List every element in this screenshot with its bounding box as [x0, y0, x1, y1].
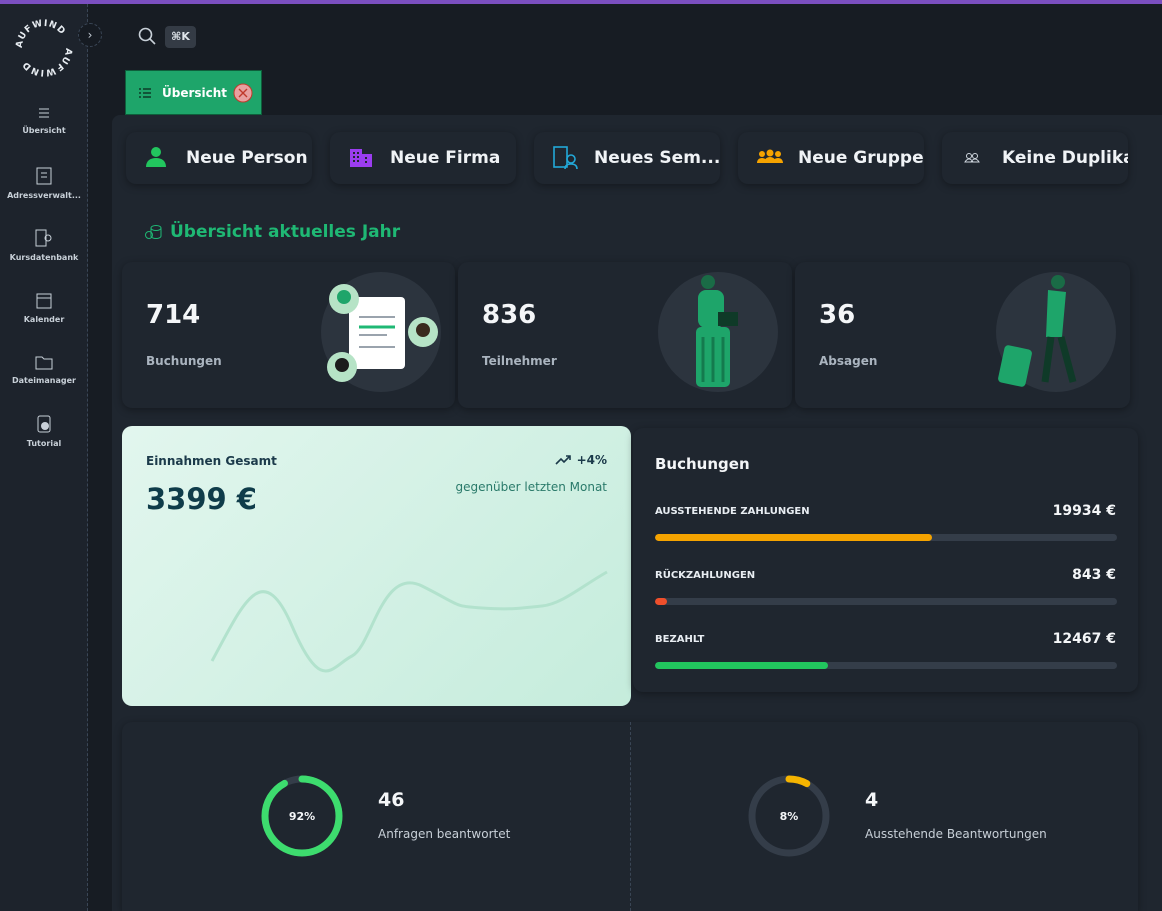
- booking-label: BEZAHLT: [655, 634, 705, 645]
- nav-item[interactable]: Adressverwalt...: [0, 167, 88, 200]
- progress-track: [655, 534, 1117, 541]
- content: Übersicht aktuelles Jahr 714 Buchungen 8…: [112, 115, 1162, 911]
- stat-value: 36: [819, 300, 856, 330]
- nav-item[interactable]: Übersicht: [0, 106, 88, 135]
- stat-card: 836 Teilnehmer: [458, 262, 792, 408]
- trend-value: +4%: [576, 453, 607, 467]
- trend: +4%: [554, 453, 607, 467]
- quick-action-icon: [553, 146, 578, 170]
- quick-action-icon: [757, 149, 783, 163]
- svg-text:AUFWIND: AUFWIND: [21, 47, 74, 77]
- bookings-card: Buchungen AUSSTEHENDE ZAHLUNGEN 19934 € RÜ…: [633, 428, 1138, 692]
- ring-label: 92%: [289, 810, 315, 823]
- tab-close[interactable]: [233, 83, 253, 103]
- booking-label: RÜCKZAHLUNGEN: [655, 570, 756, 581]
- quick-action-icon: [146, 147, 166, 167]
- illustration: [996, 272, 1116, 392]
- sidebar: AUFWIND AUFWIND › Übersicht Adressverwal…: [0, 4, 102, 911]
- bookings-title: Buchungen: [655, 455, 750, 473]
- stat-value: 836: [482, 300, 537, 330]
- nav-label: Kalender: [23, 315, 65, 324]
- illustration: [321, 272, 441, 392]
- quick-action-icon: [964, 153, 980, 163]
- ring-text: Anfragen beantwortet: [378, 827, 511, 841]
- tab[interactable]: Übersicht: [125, 70, 262, 115]
- revenue-card: Einnahmen Gesamt 3399 € +4% gegenüber le…: [122, 426, 631, 706]
- quick-action-label: Neue Firma: [390, 148, 501, 168]
- ring-fill: [748, 775, 830, 857]
- quick-action-icon: [350, 149, 372, 167]
- stat-label: Absagen: [819, 354, 878, 368]
- logo-text: AUFWIND: [15, 19, 67, 49]
- booking-amount: 843 €: [1072, 567, 1116, 583]
- ring-fill: [261, 775, 343, 857]
- nav-item[interactable]: Tutorial: [0, 415, 88, 448]
- shortcut-badge: ⌘K: [165, 26, 196, 48]
- response-card: 92% 46 Anfragen beantwortet 8% 4 Ausstehende …: [122, 722, 1138, 911]
- trend-note: gegenüber letzten Monat: [455, 480, 607, 494]
- quick-action[interactable]: Neue Person: [126, 132, 312, 184]
- nav-label: Übersicht: [22, 126, 66, 135]
- ring-text: Ausstehende Beantwortungen: [865, 827, 1047, 841]
- stat-card: 714 Buchungen: [122, 262, 455, 408]
- stat-card: 36 Absagen: [795, 262, 1130, 408]
- quick-action-label: Neue Person: [186, 148, 308, 168]
- nav-item[interactable]: Dateimanager: [0, 354, 88, 385]
- stat-value: 714: [146, 300, 201, 330]
- search-icon[interactable]: [138, 27, 156, 45]
- nav-label: Dateimanager: [12, 376, 76, 385]
- quick-action[interactable]: Neue Gruppe: [738, 132, 924, 184]
- top-bar: [0, 0, 1162, 4]
- collapse-button[interactable]: ›: [78, 23, 102, 47]
- ring-count: 4: [865, 789, 879, 811]
- sparkline: [210, 570, 608, 673]
- nav-label: Tutorial: [26, 439, 62, 448]
- ring-count: 46: [378, 789, 405, 811]
- progress-ring: 8%: [748, 775, 830, 857]
- nav-item[interactable]: Kalender: [0, 291, 88, 324]
- section-title: Übersicht aktuelles Jahr: [145, 222, 400, 242]
- booking-amount: 12467 €: [1052, 631, 1116, 647]
- logo-text: AUFWIND: [21, 47, 73, 77]
- quick-action[interactable]: Neues Sem...: [534, 132, 720, 184]
- stat-label: Teilnehmer: [482, 354, 557, 368]
- section-title-text: Übersicht aktuelles Jahr: [170, 222, 401, 242]
- progress-track: [655, 662, 1117, 669]
- progress-fill: [655, 534, 933, 541]
- logo: AUFWIND AUFWIND: [15, 19, 74, 78]
- stat-label: Buchungen: [146, 354, 222, 368]
- progress-fill: [655, 662, 829, 669]
- svg-text:AUFWIND: AUFWIND: [15, 19, 68, 49]
- tab-label: Übersicht: [162, 85, 228, 100]
- quick-action-label: Keine Duplikat...: [1002, 148, 1128, 168]
- booking-label: AUSSTEHENDE ZAHLUNGEN: [655, 506, 810, 517]
- quick-action[interactable]: Neue Firma: [330, 132, 516, 184]
- nav-label: Kursdatenbank: [9, 253, 79, 262]
- nav-item[interactable]: Kursdatenbank: [0, 229, 88, 262]
- progress-fill: [655, 598, 667, 605]
- progress-track: [655, 598, 1117, 605]
- revenue-amount: 3399 €: [146, 482, 257, 516]
- quick-action[interactable]: Keine Duplikat...: [942, 132, 1128, 184]
- progress-ring: 92%: [261, 775, 343, 857]
- quick-action-label: Neues Sem...: [594, 148, 720, 168]
- ring-label: 8%: [780, 810, 799, 823]
- booking-amount: 19934 €: [1052, 503, 1116, 519]
- nav-label: Adressverwalt...: [7, 191, 81, 200]
- revenue-title: Einnahmen Gesamt: [146, 454, 277, 468]
- illustration: [658, 272, 778, 392]
- quick-action-label: Neue Gruppe: [798, 148, 924, 168]
